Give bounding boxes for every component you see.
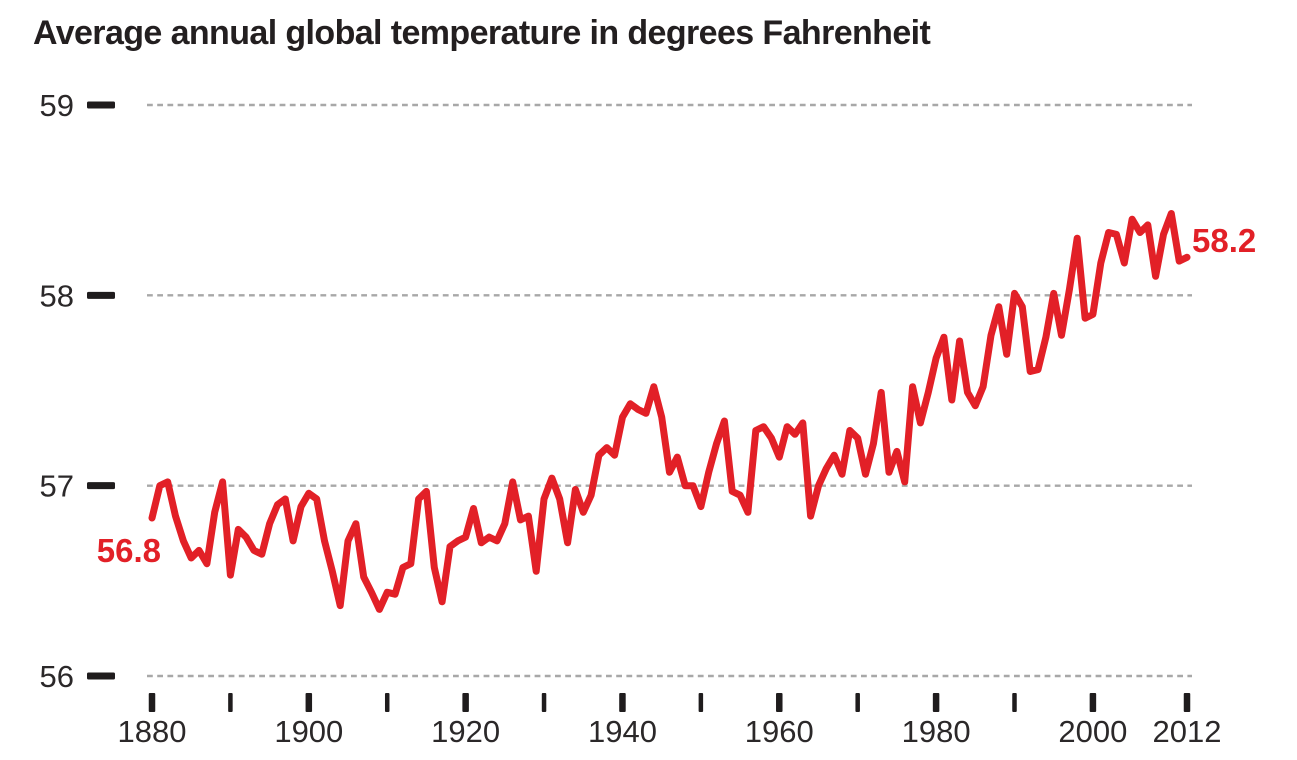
x-axis-label: 1940	[588, 714, 657, 749]
x-tick-mark	[305, 693, 313, 712]
x-tick-mark	[855, 693, 860, 712]
x-tick-mark	[462, 693, 469, 712]
y-tick-mark	[87, 291, 115, 299]
x-tick-mark	[776, 693, 783, 712]
x-tick-mark	[1012, 693, 1017, 712]
x-axis-label: 1920	[431, 714, 500, 749]
x-tick-mark	[1089, 693, 1097, 712]
y-axis-label: 56	[40, 659, 74, 694]
y-tick-mark	[87, 482, 115, 490]
x-axis-label: 2012	[1153, 714, 1222, 749]
x-tick-mark	[619, 693, 626, 712]
end-value-label: 58.2	[1192, 222, 1256, 259]
start-value-label: 56.8	[97, 532, 161, 569]
x-axis-label: 1960	[745, 714, 814, 749]
temperature-line	[148, 210, 1191, 613]
chart-title: Average annual global temperature in deg…	[33, 14, 931, 52]
x-axis-label: 2000	[1058, 714, 1127, 749]
y-axis-label: 58	[40, 278, 74, 313]
y-axis-label: 57	[40, 469, 74, 504]
x-tick-mark	[228, 693, 233, 712]
x-tick-mark	[384, 693, 390, 712]
x-tick-mark	[698, 693, 704, 712]
x-tick-mark	[932, 693, 940, 712]
x-axis-label: 1980	[902, 714, 971, 749]
y-tick-mark	[87, 672, 115, 680]
x-tick-mark	[541, 693, 547, 712]
y-axis-label: 59	[40, 88, 74, 123]
x-tick-mark	[148, 693, 156, 712]
x-axis-label: 1880	[118, 714, 187, 749]
x-tick-mark	[1183, 693, 1191, 712]
x-axis-label: 1900	[274, 714, 343, 749]
y-tick-mark	[87, 101, 115, 109]
